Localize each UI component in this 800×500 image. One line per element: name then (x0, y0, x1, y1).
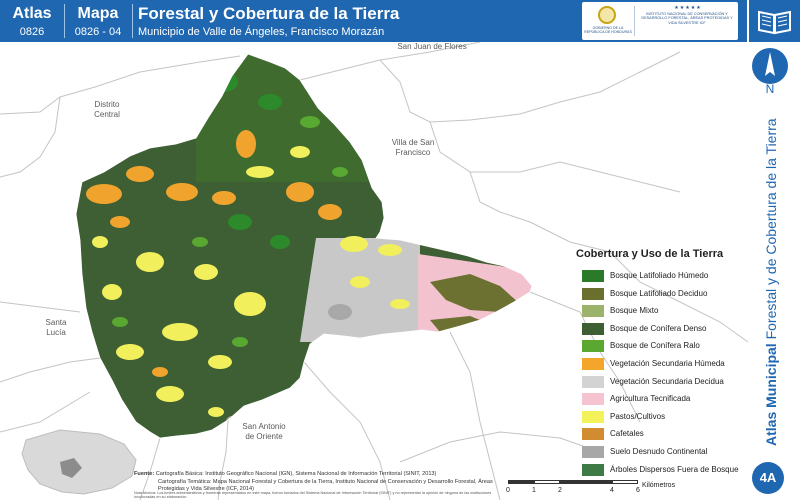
mapa-code-box: Mapa 0826 - 04 (66, 0, 130, 42)
legend-swatch (582, 270, 604, 282)
legend-label: Bosque Mixto (610, 306, 659, 316)
land-cover-layer[interactable] (60, 42, 540, 462)
legend-label: Bosque Latifoliado Húmedo (610, 271, 709, 280)
legend-item: Vegetación Secundaria Húmeda (576, 356, 750, 374)
scale-tick-label: 6 (636, 487, 640, 494)
source-label: Fuente: (134, 471, 155, 477)
scale-segment (534, 480, 560, 484)
atlas-code-box: Atlas 0826 (0, 0, 64, 42)
title-block: Forestal y Cobertura de la Tierra Munici… (138, 0, 578, 42)
institution-logos: GOBIERNO DE LA REPÚBLICA DE HONDURAS ★★★… (582, 2, 738, 40)
legend: Cobertura y Uso de la Tierra Bosque Lati… (576, 248, 750, 479)
logo-divider (634, 6, 635, 36)
mapa-number: 0826 - 04 (74, 26, 122, 38)
legend-label: Suelo Desnudo Continental (610, 446, 708, 456)
source-basic: Cartografía Básica: Instituto Geográfico… (155, 471, 437, 477)
secondary-humid-patches (86, 130, 342, 377)
scale-segment (612, 480, 638, 484)
legend-swatch (582, 410, 604, 423)
scale-unit: Kilómetros (642, 482, 676, 489)
conifer-sparse-patches (112, 116, 348, 347)
map-title: Forestal y Cobertura de la Tierra (138, 4, 400, 23)
legend-swatch (582, 305, 604, 318)
legend-item: Pastos/Cultivos (576, 409, 750, 427)
source-line-1: Fuente: Cartografía Básica: Instituto Ge… (134, 471, 514, 478)
legend-item: Cafetales (576, 426, 750, 444)
legend-item: Árboles Dispersos Fuera de Bosque (576, 462, 750, 480)
stars-icon: ★★★★★ (674, 5, 702, 11)
legend-items: Bosque Latifoliado Húmedo Bosque Latifoli… (576, 268, 750, 479)
legend-item: Vegetación Secundaria Decidua (576, 374, 750, 392)
map-sheet-badge: 4A (752, 462, 784, 494)
legend-swatch (582, 287, 604, 300)
legend-label: Vegetación Secundaria Decidua (610, 376, 724, 386)
gov-logo-text: GOBIERNO DE LA REPÚBLICA DE HONDURAS (584, 26, 632, 34)
icf-name: INSTITUTO NACIONAL DE CONSERVACIÓN Y DES… (641, 12, 733, 25)
technical-notes: Nota técnica: Los límites administrativo… (134, 491, 492, 500)
legend-item: Bosque Mixto (576, 303, 750, 321)
legend-label: Vegetación Secundaria Húmeda (610, 358, 725, 368)
legend-item: Bosque Latifoliado Húmedo (576, 268, 750, 286)
north-label: N (765, 82, 775, 96)
atlas-book-button[interactable] (749, 0, 800, 42)
legend-swatch (582, 445, 604, 458)
legend-item: Bosque de Conífera Ralo (576, 338, 750, 356)
honduras-seal-icon (598, 6, 616, 24)
broadleaf-zone (196, 54, 386, 182)
atlas-number: 0826 (19, 26, 45, 38)
pasture-patches (92, 146, 410, 417)
legend-label: Cafetales (610, 429, 644, 439)
place-san-antonio-de-oriente: San Antonio de Oriente (242, 422, 286, 441)
open-book-icon (758, 10, 791, 35)
vertical-title-bold: Atlas Municipal (763, 343, 779, 446)
map-area[interactable]: San Juan de Flores Distrito Central Vill… (0, 42, 748, 500)
legend-swatch (582, 463, 604, 476)
legend-swatch (582, 340, 604, 353)
place-distrito-central: Distrito Central (94, 100, 120, 119)
legend-swatch (582, 357, 604, 370)
place-san-juan-de-flores: San Juan de Flores (397, 42, 467, 51)
legend-item: Suelo Desnudo Continental (576, 444, 750, 462)
legend-label: Bosque Latifoliado Deciduo (610, 288, 708, 298)
scale-tick-label: 2 (558, 487, 562, 494)
legend-item: Bosque de Conífera Denso (576, 321, 750, 339)
scale-segment (508, 480, 534, 484)
legend-swatch (582, 375, 604, 388)
header-bar: Atlas 0826 Mapa 0826 - 04 Forestal y Cob… (0, 0, 747, 42)
source-line-2: Cartografía Temática: Mapa Nacional Fore… (158, 479, 493, 492)
legend-swatch (582, 428, 604, 441)
scale-tick-label: 0 (506, 487, 510, 494)
legend-title: Cobertura y Uso de la Tierra (576, 248, 724, 260)
north-arrow-icon (752, 48, 788, 84)
place-santa-lucia: Santa Lucía (45, 318, 67, 337)
legend-swatch (582, 322, 604, 335)
map-canvas[interactable] (0, 42, 748, 500)
icf-logo-text: INSTITUTO NACIONAL DE CONSERVACIÓN Y DES… (640, 12, 734, 25)
legend-label: Pastos/Cultivos (610, 411, 666, 421)
scale-bar: 0 1 2 4 6 Kilómetros (504, 474, 714, 498)
legend-item: Agricultura Tecnificada (576, 391, 750, 409)
honduras-locator-inset (21, 429, 137, 495)
mapa-label: Mapa (77, 5, 119, 22)
legend-label: Agricultura Tecnificada (610, 394, 691, 404)
legend-swatch (582, 393, 604, 406)
atlas-label: Atlas (12, 5, 52, 22)
road-network (0, 42, 748, 500)
legend-item: Bosque Latifoliado Deciduo (576, 286, 750, 304)
scale-tick-label: 1 (532, 487, 536, 494)
legend-label: Bosque de Conífera Denso (610, 323, 707, 333)
place-villa-de-san-francisco: Villa de San Francisco (391, 138, 435, 157)
scale-segment (560, 480, 612, 484)
icf-abbr: ICF (699, 20, 706, 25)
header-divider (64, 4, 65, 38)
legend-label: Árboles Dispersos Fuera de Bosque (610, 464, 739, 474)
map-subtitle: Municipio de Valle de Ángeles, Francisco… (138, 26, 385, 38)
secondary-deciduous-zone (300, 238, 420, 342)
vertical-title-rest: Forestal y de Cobertura de la Tierra (763, 118, 779, 340)
scale-tick-label: 4 (610, 487, 614, 494)
header-divider (132, 4, 133, 38)
legend-label: Bosque de Conífera Ralo (610, 341, 700, 351)
